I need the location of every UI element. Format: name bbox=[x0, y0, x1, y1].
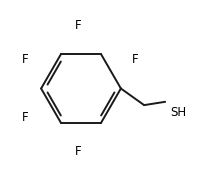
Text: F: F bbox=[22, 53, 28, 66]
Text: F: F bbox=[132, 53, 139, 66]
Text: F: F bbox=[75, 145, 82, 158]
Text: F: F bbox=[75, 19, 82, 32]
Text: SH: SH bbox=[171, 106, 187, 119]
Text: F: F bbox=[22, 111, 28, 124]
